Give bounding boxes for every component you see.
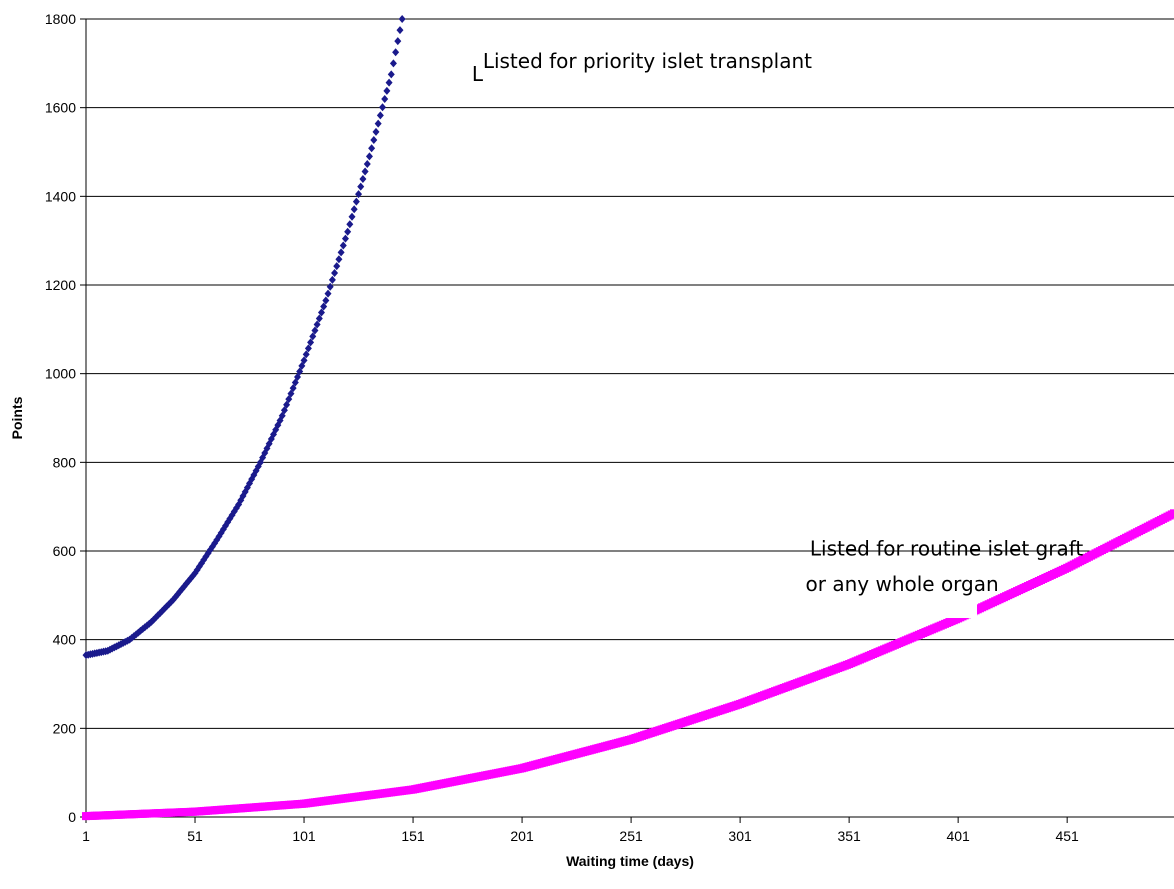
data-point [289, 384, 297, 393]
data-point [392, 48, 400, 57]
x-tick-label: 201 [510, 828, 534, 844]
data-point [363, 159, 371, 168]
y-tick-label: 600 [53, 543, 77, 559]
data-point [293, 372, 301, 381]
data-point [302, 350, 310, 359]
data-point [359, 175, 367, 184]
y-tick-label: 1600 [45, 100, 76, 116]
data-point [1170, 509, 1174, 518]
x-tick-label: 101 [292, 828, 316, 844]
data-point [322, 296, 330, 305]
data-point [311, 326, 319, 335]
y-tick-label: 200 [53, 720, 77, 736]
x-tick-label: 151 [401, 828, 425, 844]
data-point [372, 127, 380, 136]
data-point [296, 367, 304, 376]
y-tick-label: 1200 [45, 277, 76, 293]
data-series [82, 15, 1174, 821]
data-point [250, 470, 258, 479]
annotation-routine-line2: or any whole organ [806, 572, 999, 596]
data-point [383, 86, 391, 95]
data-point [361, 167, 369, 176]
data-point [337, 248, 345, 257]
data-point [317, 308, 325, 317]
annotation-priority-marker: L [472, 62, 484, 86]
data-point [333, 262, 341, 271]
routine-label-background [632, 578, 977, 618]
data-point [396, 26, 404, 35]
data-point [370, 136, 378, 145]
annotation-priority: Listed for priority islet transplant [483, 49, 812, 73]
data-point [344, 227, 352, 236]
data-point [376, 111, 384, 120]
data-point [298, 361, 306, 370]
data-point [365, 152, 373, 161]
data-point [389, 59, 397, 68]
y-axis-title: Points [9, 396, 25, 439]
data-point [387, 70, 395, 79]
x-tick-label: 451 [1055, 828, 1079, 844]
x-tick-label: 351 [837, 828, 861, 844]
y-tick-label: 800 [53, 454, 77, 470]
axes [80, 18, 1174, 823]
x-tick-label: 51 [187, 828, 203, 844]
data-point [326, 282, 334, 291]
data-point [398, 15, 406, 23]
y-tick-label: 1000 [45, 366, 76, 382]
data-point [341, 234, 349, 243]
y-tick-label: 400 [53, 632, 77, 648]
data-point [352, 197, 360, 206]
data-point [355, 190, 363, 199]
data-point [339, 241, 347, 250]
data-point [374, 119, 382, 128]
data-point [315, 314, 323, 323]
x-tick-label: 1 [82, 828, 90, 844]
data-point [346, 220, 354, 229]
y-tick-label: 1800 [45, 11, 76, 27]
x-tick-label: 401 [946, 828, 970, 844]
data-point [381, 95, 389, 104]
data-point [309, 332, 317, 341]
data-point [300, 356, 308, 365]
data-point [291, 378, 299, 387]
data-point [320, 302, 328, 311]
gridlines [86, 18, 1174, 729]
y-tick-label: 1400 [45, 188, 76, 204]
x-tick-label: 301 [728, 828, 752, 844]
series-2 [82, 509, 1174, 821]
data-point [283, 400, 291, 409]
data-point [379, 103, 387, 112]
x-tick-label: 251 [619, 828, 643, 844]
data-point [313, 320, 321, 329]
data-point [368, 144, 376, 153]
x-axis-title: Waiting time (days) [566, 853, 694, 869]
data-point [307, 338, 315, 347]
annotation-routine-line1: Listed for routine islet graft [810, 536, 1084, 560]
data-point [331, 269, 339, 278]
data-point [357, 182, 365, 191]
data-point [304, 344, 312, 353]
series-1 [82, 15, 406, 660]
data-point [287, 389, 295, 398]
data-point [348, 212, 356, 221]
data-point [394, 37, 402, 46]
y-tick-label: 0 [68, 809, 76, 825]
data-point [335, 255, 343, 264]
data-point [280, 406, 288, 415]
data-point [328, 275, 336, 284]
data-point [324, 289, 332, 298]
data-point [278, 411, 286, 420]
data-point [385, 78, 393, 87]
data-point [285, 395, 293, 404]
data-point [350, 205, 358, 214]
